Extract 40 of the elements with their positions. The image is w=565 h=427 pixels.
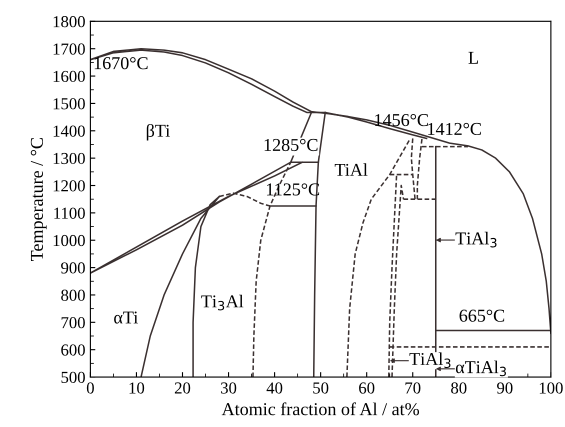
annotation: αTi — [114, 311, 138, 324]
y-tick-label: 1400 — [54, 125, 85, 137]
x-tick-label: 60 — [359, 382, 374, 394]
annotation: Ti$_{3}$Al — [201, 294, 244, 310]
y-tick-label: 700 — [62, 317, 85, 328]
x-tick-label: 40 — [266, 382, 282, 394]
x-tick-label: 70 — [406, 382, 420, 394]
y-tick-label: 1100 — [54, 208, 85, 219]
y-tick-label: 1700 — [54, 43, 85, 55]
annotation: 1456°C — [375, 114, 428, 126]
x-tick-label: 0 — [86, 382, 94, 394]
annotation: TiAl$_{3}$ — [409, 352, 450, 368]
x-tick-label: 80 — [451, 382, 466, 394]
annotation: TiAl — [334, 163, 368, 176]
y-tick-label: 1800 — [54, 16, 85, 28]
y-tick-label: 1200 — [54, 180, 85, 192]
y-tick-label: 500 — [62, 372, 85, 383]
y-tick-label: 1600 — [54, 70, 85, 82]
y-tick-label: 600 — [61, 344, 85, 356]
annotation: αTiAl$_{3}$ — [456, 360, 506, 376]
y-tick-label: 800 — [61, 290, 85, 301]
annotation: TiAl$_{3}$ — [456, 232, 497, 248]
annotation: 1285°C — [264, 138, 318, 152]
y-tick-label: 1300 — [54, 152, 85, 164]
annotation: L — [468, 52, 478, 64]
annotation: βTi — [146, 124, 170, 141]
x-tick-label: 90 — [497, 382, 513, 394]
x-tick-label: 30 — [221, 382, 236, 394]
x-tick-label: 20 — [174, 382, 190, 394]
y-axis-title: Temperature / °C — [30, 138, 47, 262]
x-axis-title: Atomic fraction of Al / at% — [222, 402, 420, 416]
annotation: 1412°C — [428, 122, 481, 136]
annotation: 1670°C — [94, 57, 148, 70]
x-tick-label: 10 — [130, 382, 144, 394]
y-tick-label: 1000 — [54, 234, 85, 246]
x-tick-label: 50 — [313, 382, 328, 394]
annotation: 665°C — [460, 310, 504, 322]
y-tick-label: 1500 — [54, 98, 85, 110]
y-tick-label: 900 — [61, 262, 85, 274]
x-tick-label: 100 — [540, 382, 563, 394]
